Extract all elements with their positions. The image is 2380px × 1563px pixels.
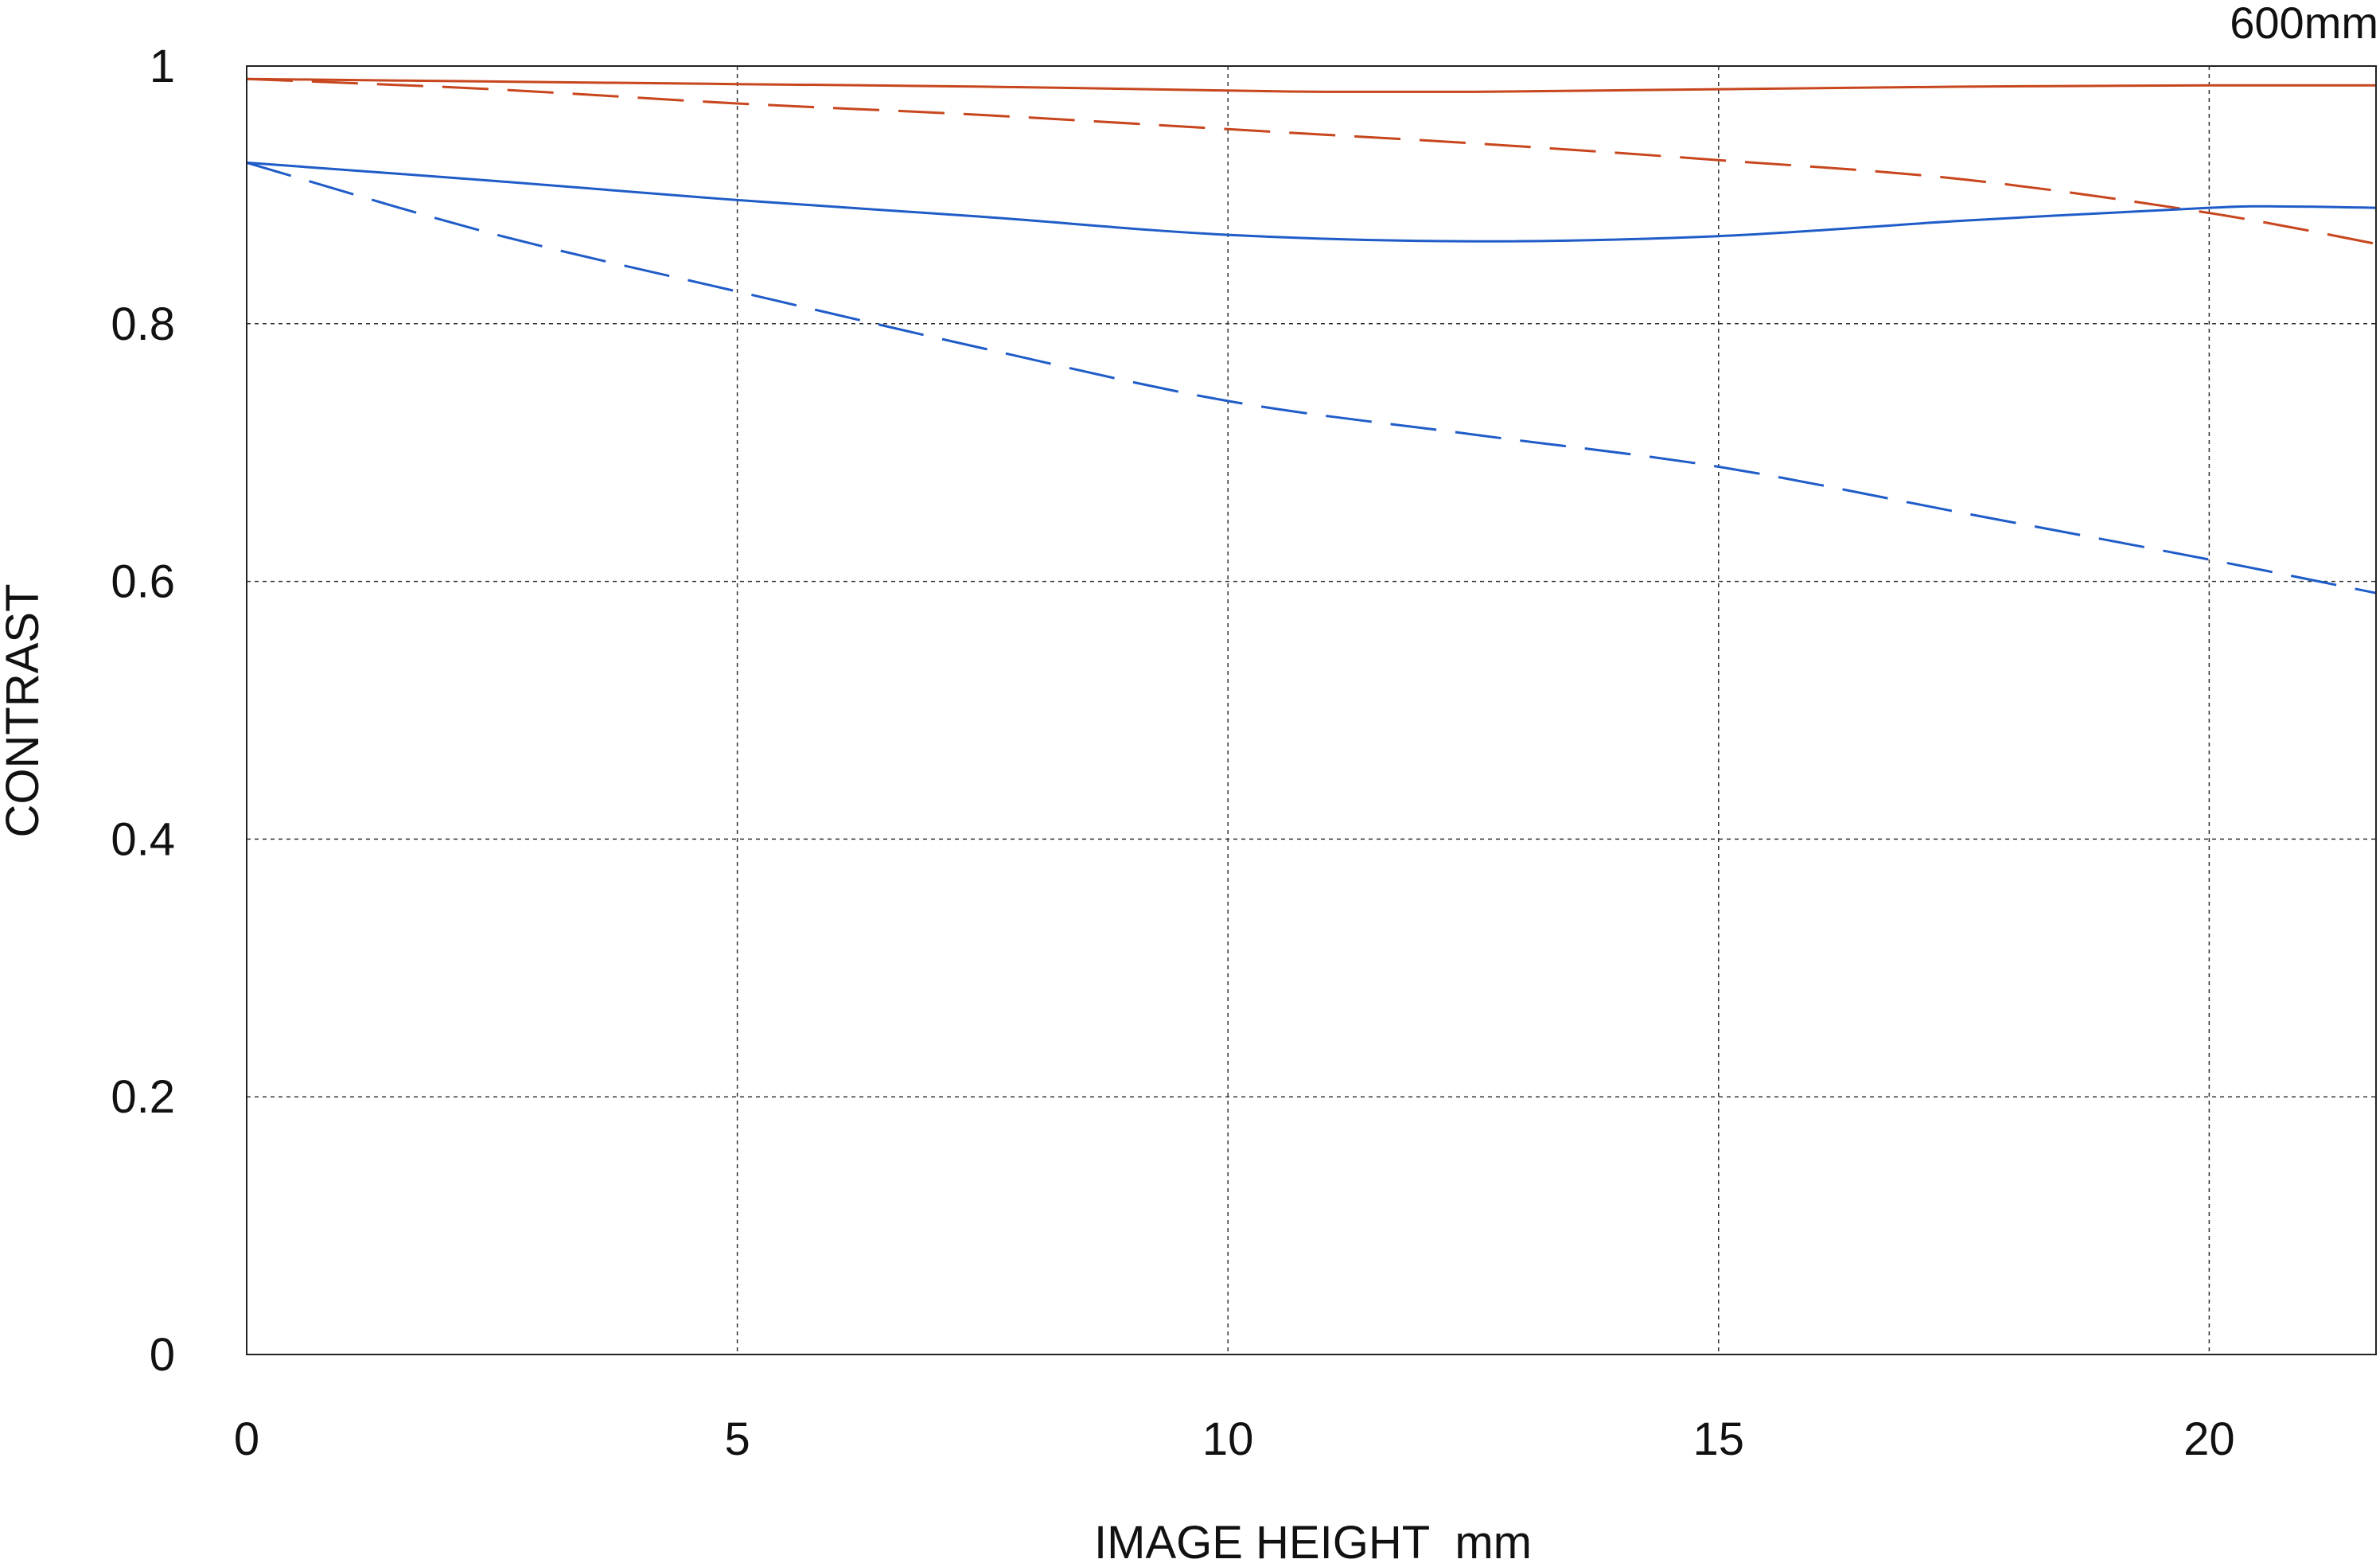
x-tick-label: 20 [2183, 1413, 2235, 1465]
chart-title: 600mm [2230, 0, 2378, 48]
y-tick-label: 0.6 [111, 556, 175, 608]
gridlines [247, 66, 2376, 1354]
x-tick-label: 10 [1202, 1413, 1254, 1465]
series-line-1-solid [246, 77, 2377, 94]
x-tick-label: 0 [234, 1413, 259, 1465]
y-tick-label: 0.8 [111, 298, 175, 350]
series-line-4-dashed [246, 161, 2377, 594]
x-tick-label: 15 [1693, 1413, 1745, 1465]
x-axis-label: IMAGE HEIGHT mm [1094, 1517, 1532, 1563]
y-axis-label: CONTRAST [0, 584, 49, 838]
y-tick-label: 0 [150, 1329, 175, 1381]
series-line-3-solid [246, 161, 2377, 243]
plot-frame [246, 65, 2377, 1355]
series-line-2-dashed [246, 77, 2377, 245]
x-tick-label: 5 [724, 1413, 750, 1465]
y-tick-label: 1 [150, 41, 175, 92]
x-tick-labels: 0 5 10 15 20 [234, 1413, 2235, 1465]
series-lines [246, 77, 2377, 594]
y-tick-labels: 0 0.2 0.4 0.6 0.8 1 [111, 41, 175, 1381]
y-tick-label: 0.2 [111, 1071, 175, 1123]
y-tick-label: 0.4 [111, 813, 175, 865]
